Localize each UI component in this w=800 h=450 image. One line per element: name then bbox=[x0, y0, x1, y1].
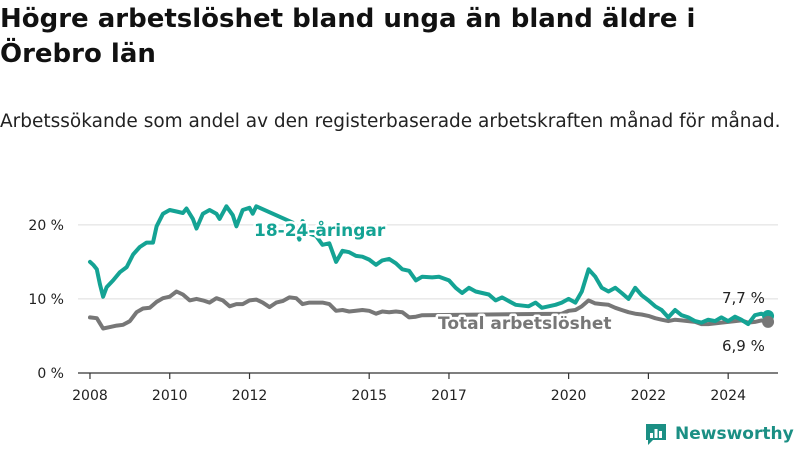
x-tick-label: 2020 bbox=[551, 388, 587, 404]
series-label-youth: 18-24-åringar bbox=[254, 219, 386, 241]
x-tick-label: 2010 bbox=[152, 388, 188, 404]
chart-subtitle: Arbetssökande som andel av den registerb… bbox=[0, 111, 781, 132]
series-labels: 18-24-åringar Total arbetslöshet 7,7 % 6… bbox=[252, 217, 765, 356]
x-axis: 2008 2010 2012 2015 2017 2020 2022 2024 bbox=[72, 372, 778, 404]
line-chart: 0 % 10 % 20 % 2008 2010 2012 2015 2017 2020 2022… bbox=[28, 204, 778, 404]
end-value-label-total: 6,9 % bbox=[722, 337, 765, 355]
x-tick-label: 2017 bbox=[431, 388, 467, 404]
y-tick-label: 10 % bbox=[28, 292, 64, 308]
series-line-total-end-point bbox=[762, 315, 775, 328]
end-value-label-youth: 7,7 % bbox=[722, 289, 765, 307]
series-line-total bbox=[88, 289, 771, 331]
x-tick-label: 2022 bbox=[631, 388, 667, 404]
brand-logo: Newsworthy bbox=[644, 420, 794, 448]
gridlines: 0 % 10 % 20 % bbox=[28, 218, 778, 382]
x-tick-label: 2015 bbox=[351, 388, 387, 404]
y-tick-label: 0 % bbox=[37, 366, 64, 382]
x-tick-label: 2012 bbox=[232, 388, 268, 404]
series-line-youth bbox=[88, 204, 771, 327]
x-tick-label: 2024 bbox=[710, 388, 746, 404]
series-label-total: Total arbetslöshet bbox=[438, 314, 612, 334]
bar-chart-logo-icon bbox=[646, 424, 666, 445]
y-tick-label: 20 % bbox=[28, 218, 64, 234]
brand-name: Newsworthy bbox=[675, 424, 794, 444]
x-tick-label: 2008 bbox=[72, 388, 108, 404]
series-lines bbox=[88, 204, 775, 331]
chart-title: Högre arbetslöshet bland unga än bland ä… bbox=[0, 4, 696, 69]
